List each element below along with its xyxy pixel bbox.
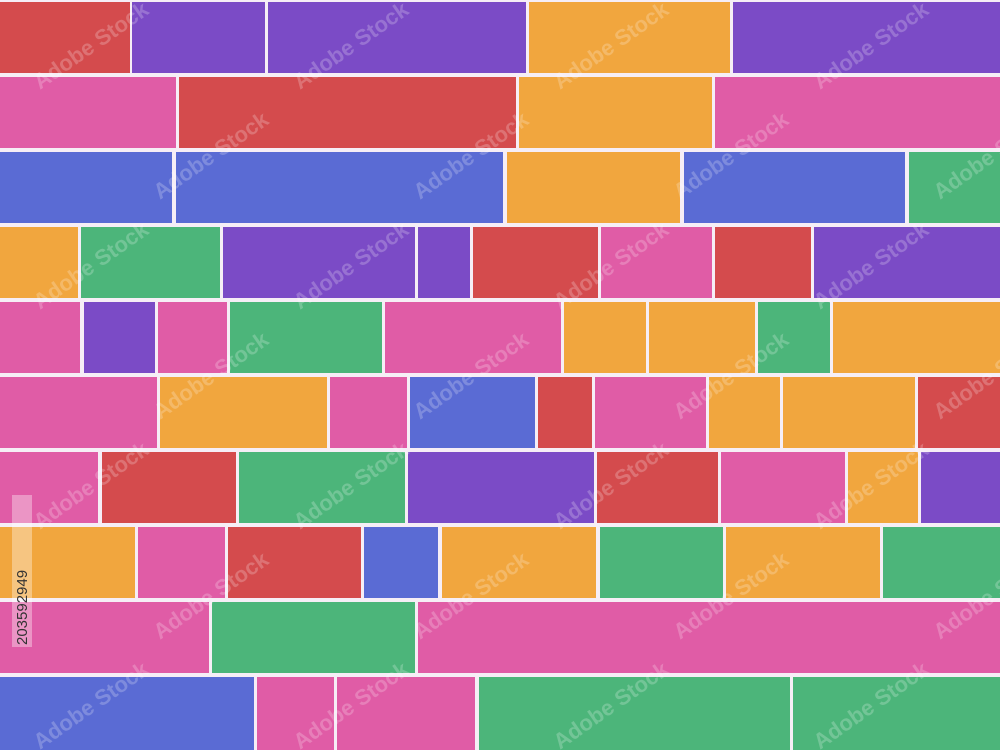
brick [507,152,680,223]
brick [909,152,1000,223]
brick [408,452,594,523]
brick [0,302,80,373]
brick [783,377,915,448]
brick [0,452,98,523]
brick [418,602,1000,673]
brick [176,152,503,223]
brick [479,677,790,750]
brick [160,377,327,448]
brick [0,2,130,73]
brick [268,2,526,73]
brick [239,452,405,523]
brick [814,227,1000,298]
brick [257,677,334,750]
brick [0,602,209,673]
brick [529,2,730,73]
brick [0,677,254,750]
brick [158,302,227,373]
brick [883,527,1000,598]
brick [138,527,225,598]
brick [0,227,78,298]
stock-id: 203592949 [14,570,31,645]
brick [442,527,596,598]
brick [721,452,845,523]
brick [564,302,646,373]
stock-id-backdrop [12,495,32,647]
brick [601,227,712,298]
brick [733,2,1000,73]
brick [212,602,415,673]
brick [595,377,706,448]
brick [833,302,1000,373]
brick [758,302,830,373]
brick [597,452,718,523]
brick [84,302,155,373]
brick [0,527,135,598]
brick [418,227,470,298]
brick [223,227,415,298]
brick [337,677,475,750]
brick [364,527,438,598]
brick [0,377,157,448]
brick [726,527,880,598]
brick [102,452,236,523]
brick [709,377,780,448]
brick [715,77,1000,148]
brick [848,452,918,523]
brick [684,152,905,223]
brick [385,302,561,373]
brick [0,152,172,223]
brick [649,302,755,373]
brick [538,377,592,448]
brick [519,77,712,148]
brick [921,452,1000,523]
brick [179,77,516,148]
brick [793,677,1000,750]
stock-id-group: 203592949 [12,495,32,647]
brick [715,227,811,298]
brick [600,527,723,598]
brick [81,227,220,298]
brick [330,377,407,448]
brick [228,527,361,598]
brick [230,302,382,373]
brick [918,377,1000,448]
brick [0,77,176,148]
brick [132,2,265,73]
brick [410,377,535,448]
brick [473,227,598,298]
